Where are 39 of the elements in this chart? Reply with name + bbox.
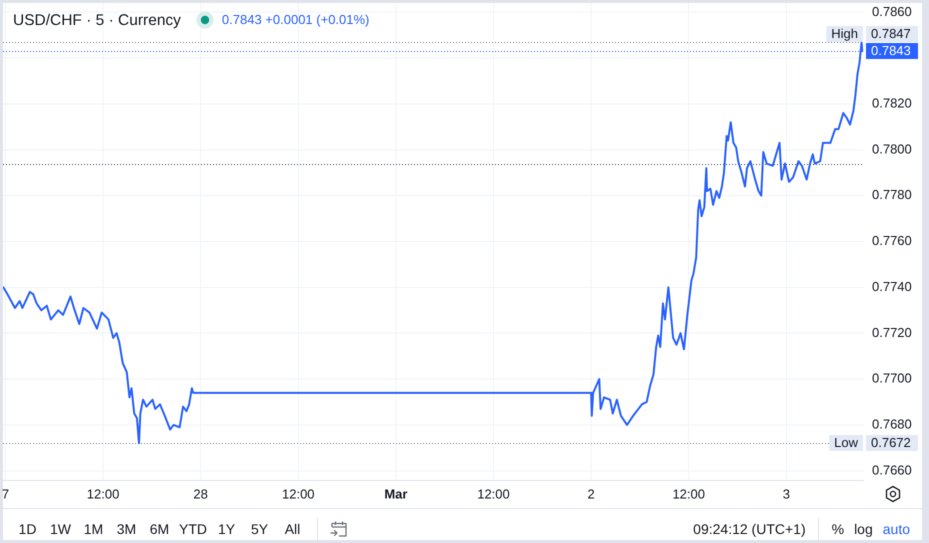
text: 1M [82,521,104,537]
text: 09:24:12 (UTC+1) [693,521,807,537]
text: 3M [116,521,138,537]
x-tick-label: 12:00 [282,486,315,502]
ref-line-label: 0.7847 [871,26,911,42]
annotation: High [831,26,858,42]
y-tick-label: 0.7860 [872,4,912,19]
x-tick-label: Mar [384,486,408,502]
y-tick-label: 0.7820 [872,95,912,110]
text: 6M [148,521,170,537]
y-tick-label: 0.7780 [872,187,912,202]
text: 0.7843 +0.0001 (+0.01%) [222,12,370,28]
y-tick-label: 0.7720 [872,324,912,340]
x-tick-label: 2 [587,486,595,502]
ref-line-label: 0.7672 [871,435,911,450]
text: YTD [178,521,208,537]
text: 1D [18,521,38,537]
text: % [830,521,846,537]
y-tick-label: 0.7660 [872,462,912,478]
y-tick-label: 0.7700 [872,370,912,386]
y-tick-label: 0.7760 [872,233,912,248]
text: auto [882,521,911,537]
text: 5Y [250,521,270,537]
y-tick-label: 0.7680 [872,416,912,432]
text: 1W [49,521,72,537]
text: All [284,521,302,537]
text: log [853,521,874,537]
y-tick-label: 0.7740 [872,278,912,294]
ref-line-label: 0.7843 [871,43,911,58]
x-tick-label: 12:00 [86,486,120,502]
text: 1Y [216,521,236,537]
x-tick-label: 12:00 [672,486,705,502]
y-tick-label: 0.7800 [872,141,912,156]
x-tick-label: 28 [193,486,208,502]
x-tick-label: 12:00 [477,486,510,502]
text: USD/CHF · 5 · Currency [13,12,182,29]
x-tick-label: 3 [782,486,790,502]
annotation: Low [834,435,859,450]
x-tick-label: 7 [2,486,10,502]
